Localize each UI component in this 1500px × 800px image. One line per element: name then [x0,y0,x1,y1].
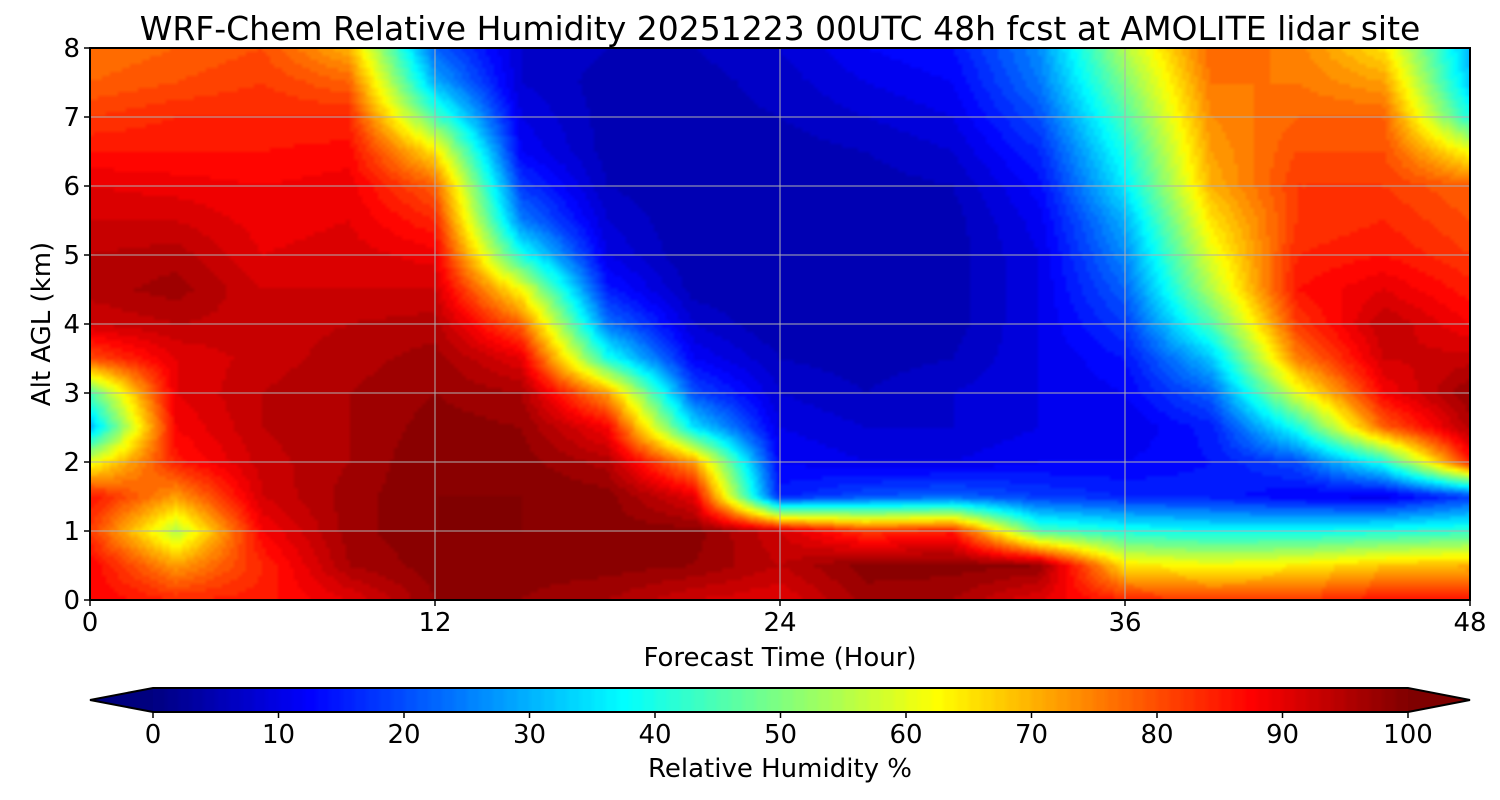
colorbar-tick-label: 20 [387,720,420,750]
y-tick-label: 3 [63,379,80,409]
x-axis: 0 12 24 36 48 [82,600,1487,638]
y-tick-label: 8 [63,34,80,64]
x-tick-label: 0 [82,608,99,638]
colorbar-tick-label: 40 [638,720,671,750]
colorbar-gradient [153,688,1408,712]
colorbar-tick-label: 10 [262,720,295,750]
x-axis-label: Forecast Time (Hour) [643,643,916,673]
colorbar: 0 10 20 30 40 50 60 70 80 90 100 Relative Humidity… [89,687,1471,784]
x-tick-label: 36 [1108,608,1141,638]
colorbar-ticks: 0 10 20 30 40 50 60 70 80 90 100 [145,712,1433,750]
x-tick-label: 24 [763,608,796,638]
grid-lines [90,48,1470,600]
colorbar-tick-label: 0 [145,720,162,750]
colorbar-tick-label: 100 [1383,720,1433,750]
plot-area [89,47,1471,601]
y-axis: 0 1 2 3 4 5 6 7 8 [63,34,90,616]
colorbar-low-extend [90,688,153,712]
colorbar-tick-label: 50 [764,720,797,750]
colorbar-tick-label: 90 [1266,720,1299,750]
colorbar-label: Relative Humidity % [648,754,912,784]
x-tick-label: 12 [418,608,451,638]
x-tick-label: 48 [1453,608,1486,638]
y-tick-label: 0 [63,586,80,616]
y-tick-label: 2 [63,448,80,478]
y-tick-label: 1 [63,517,80,547]
chart-title: WRF-Chem Relative Humidity 20251223 00UT… [140,9,1421,48]
y-tick-label: 7 [63,103,80,133]
colorbar-tick-label: 60 [889,720,922,750]
y-tick-label: 5 [63,241,80,271]
colorbar-high-extend [1408,688,1470,712]
y-tick-label: 4 [63,310,80,340]
colorbar-tick-label: 70 [1015,720,1048,750]
colorbar-tick-label: 80 [1140,720,1173,750]
y-axis-label: Alt AGL (km) [27,242,57,406]
colorbar-tick-label: 30 [513,720,546,750]
y-tick-label: 6 [63,172,80,202]
